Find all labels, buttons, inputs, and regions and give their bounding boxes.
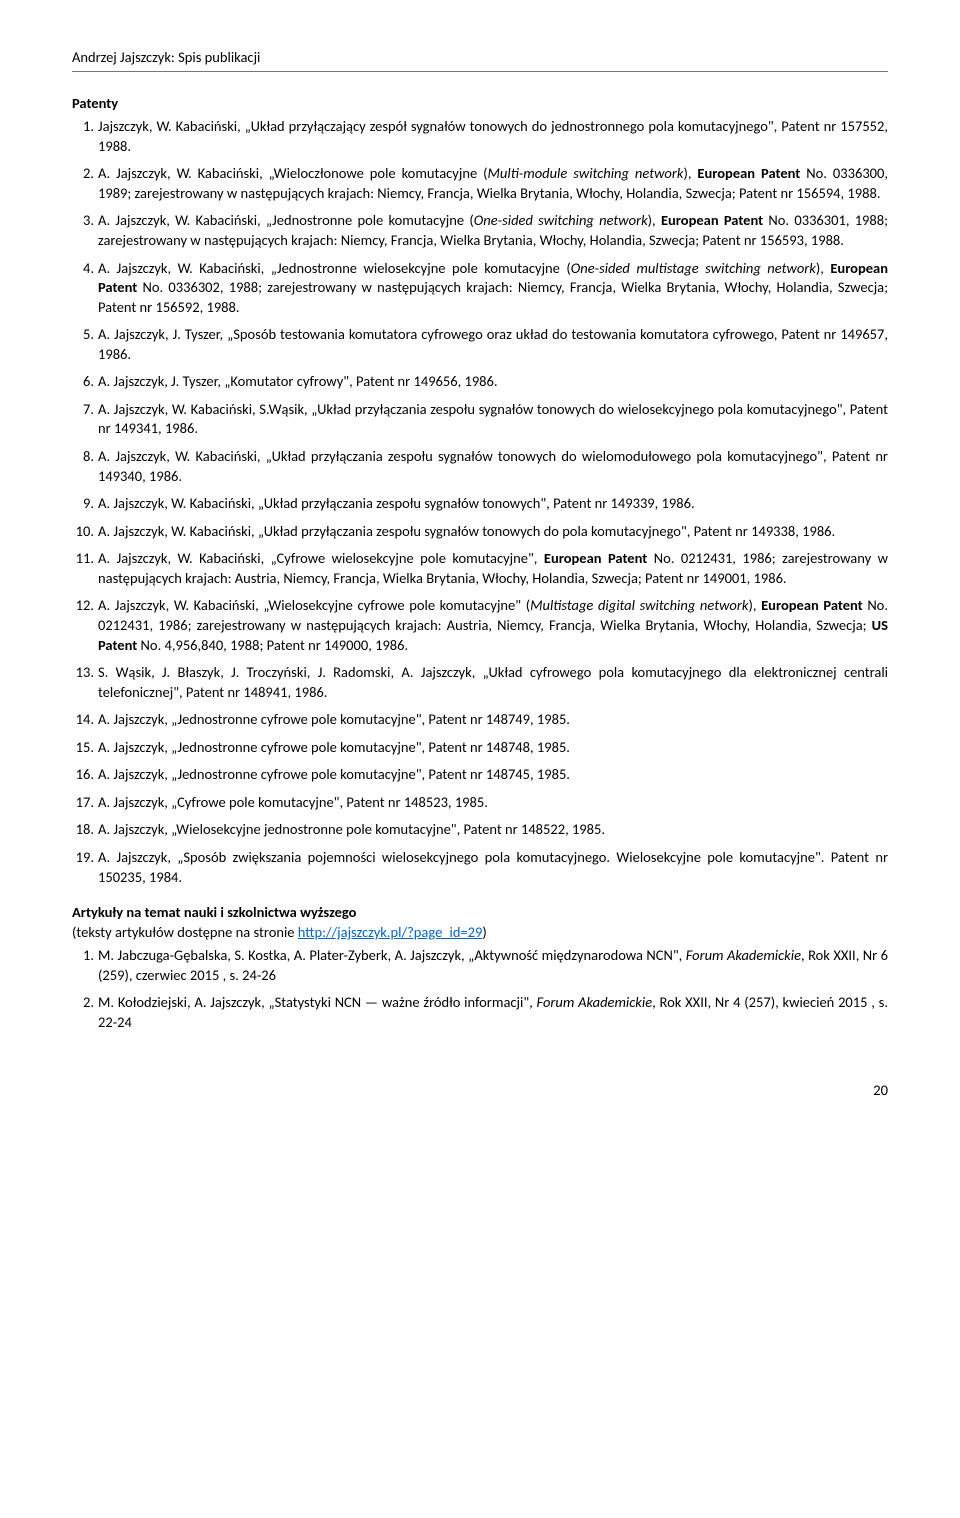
patent-item-text: A. Jajszczyk, „Sposób zwiększania pojemn… bbox=[98, 848, 888, 886]
header-rule bbox=[72, 71, 888, 72]
patent-item-number: 14. bbox=[72, 710, 94, 730]
articles-list: 1.M. Jabczuga-Gębalska, S. Kostka, A. Pl… bbox=[72, 946, 888, 1032]
patent-item: 19.A. Jajszczyk, „Sposób zwiększania poj… bbox=[72, 848, 888, 887]
patent-item-text: A. Jajszczyk, W. Kabaciński, „Układ przy… bbox=[98, 494, 695, 512]
patent-item-number: 15. bbox=[72, 738, 94, 758]
patents-list: 1.Jajszczyk, W. Kabaciński, „Układ przył… bbox=[72, 117, 888, 887]
patent-item-text: A. Jajszczyk, J. Tyszer, „Sposób testowa… bbox=[98, 325, 888, 363]
patent-item-text: A. Jajszczyk, W. Kabaciński, „Jednostron… bbox=[98, 259, 888, 316]
articles-link[interactable]: http://jajszczyk.pl/?page_id=29 bbox=[298, 923, 483, 941]
patent-item-number: 8. bbox=[72, 447, 94, 467]
patent-item: 1.Jajszczyk, W. Kabaciński, „Układ przył… bbox=[72, 117, 888, 156]
article-item: 1.M. Jabczuga-Gębalska, S. Kostka, A. Pl… bbox=[72, 946, 888, 985]
patent-item: 15.A. Jajszczyk, „Jednostronne cyfrowe p… bbox=[72, 738, 888, 758]
article-item-number: 1. bbox=[72, 946, 94, 966]
article-item-text: M. Kołodziejski, A. Jajszczyk, „Statysty… bbox=[98, 993, 888, 1031]
patent-item-text: A. Jajszczyk, W. Kabaciński, „Wielosekcy… bbox=[98, 596, 888, 653]
patent-item: 8.A. Jajszczyk, W. Kabaciński, „Układ pr… bbox=[72, 447, 888, 486]
patent-item-text: A. Jajszczyk, W. Kabaciński, „Wieloczłon… bbox=[98, 164, 888, 202]
page-header: Andrzej Jajszczyk: Spis publikacji bbox=[72, 48, 888, 68]
articles-note: (teksty artykułów dostępne na stronie ht… bbox=[72, 923, 888, 943]
article-item-text: M. Jabczuga-Gębalska, S. Kostka, A. Plat… bbox=[98, 946, 888, 984]
patent-item-text: A. Jajszczyk, W. Kabaciński, S.Wąsik, „U… bbox=[98, 400, 888, 438]
patent-item-text: A. Jajszczyk, „Wielosekcyjne jednostronn… bbox=[98, 820, 605, 838]
patent-item-number: 11. bbox=[72, 549, 94, 569]
patent-item-number: 6. bbox=[72, 372, 94, 392]
patent-item: 10.A. Jajszczyk, W. Kabaciński, „Układ p… bbox=[72, 522, 888, 542]
patent-item: 12.A. Jajszczyk, W. Kabaciński, „Wielose… bbox=[72, 596, 888, 655]
patent-item-text: A. Jajszczyk, W. Kabaciński, „Jednostron… bbox=[98, 211, 888, 249]
patent-item: 2.A. Jajszczyk, W. Kabaciński, „Wieloczł… bbox=[72, 164, 888, 203]
patent-item-text: A. Jajszczyk, „Cyfrowe pole komutacyjne"… bbox=[98, 793, 488, 811]
articles-note-suffix: ) bbox=[482, 923, 486, 941]
articles-note-prefix: (teksty artykułów dostępne na stronie bbox=[72, 923, 298, 941]
patent-item-number: 10. bbox=[72, 522, 94, 542]
patent-item: 6.A. Jajszczyk, J. Tyszer, „Komutator cy… bbox=[72, 372, 888, 392]
patent-item-number: 12. bbox=[72, 596, 94, 616]
patent-item-number: 13. bbox=[72, 663, 94, 683]
patent-item-number: 2. bbox=[72, 164, 94, 184]
patent-item-number: 5. bbox=[72, 325, 94, 345]
patent-item: 14.A. Jajszczyk, „Jednostronne cyfrowe p… bbox=[72, 710, 888, 730]
patent-item-number: 7. bbox=[72, 400, 94, 420]
section-title-articles: Artykuły na temat nauki i szkolnictwa wy… bbox=[72, 903, 888, 923]
patent-item-number: 19. bbox=[72, 848, 94, 868]
patent-item-text: Jajszczyk, W. Kabaciński, „Układ przyłąc… bbox=[98, 117, 888, 155]
patent-item-text: A. Jajszczyk, W. Kabaciński, „Układ przy… bbox=[98, 522, 835, 540]
patent-item-number: 4. bbox=[72, 259, 94, 279]
patent-item: 3.A. Jajszczyk, W. Kabaciński, „Jednostr… bbox=[72, 211, 888, 250]
patent-item-text: A. Jajszczyk, W. Kabaciński, „Cyfrowe wi… bbox=[98, 549, 888, 587]
section-title-patents: Patenty bbox=[72, 94, 888, 114]
patent-item-number: 9. bbox=[72, 494, 94, 514]
patent-item-text: A. Jajszczyk, „Jednostronne cyfrowe pole… bbox=[98, 710, 570, 728]
patent-item-text: A. Jajszczyk, „Jednostronne cyfrowe pole… bbox=[98, 738, 570, 756]
patent-item-text: S. Wąsik, J. Błaszyk, J. Troczyński, J. … bbox=[98, 663, 888, 701]
patent-item: 11.A. Jajszczyk, W. Kabaciński, „Cyfrowe… bbox=[72, 549, 888, 588]
article-item: 2.M. Kołodziejski, A. Jajszczyk, „Statys… bbox=[72, 993, 888, 1032]
patent-item-number: 18. bbox=[72, 820, 94, 840]
patent-item: 4.A. Jajszczyk, W. Kabaciński, „Jednostr… bbox=[72, 259, 888, 318]
patent-item: 18.A. Jajszczyk, „Wielosekcyjne jednostr… bbox=[72, 820, 888, 840]
patent-item: 17.A. Jajszczyk, „Cyfrowe pole komutacyj… bbox=[72, 793, 888, 813]
patent-item-number: 1. bbox=[72, 117, 94, 137]
patent-item-number: 16. bbox=[72, 765, 94, 785]
patent-item-text: A. Jajszczyk, J. Tyszer, „Komutator cyfr… bbox=[98, 372, 498, 390]
patent-item-text: A. Jajszczyk, W. Kabaciński, „Układ przy… bbox=[98, 447, 888, 485]
patent-item-number: 17. bbox=[72, 793, 94, 813]
patent-item: 13.S. Wąsik, J. Błaszyk, J. Troczyński, … bbox=[72, 663, 888, 702]
page-number: 20 bbox=[72, 1081, 888, 1101]
patent-item: 7.A. Jajszczyk, W. Kabaciński, S.Wąsik, … bbox=[72, 400, 888, 439]
article-item-number: 2. bbox=[72, 993, 94, 1013]
patent-item-text: A. Jajszczyk, „Jednostronne cyfrowe pole… bbox=[98, 765, 570, 783]
patent-item-number: 3. bbox=[72, 211, 94, 231]
patent-item: 16.A. Jajszczyk, „Jednostronne cyfrowe p… bbox=[72, 765, 888, 785]
patent-item: 9.A. Jajszczyk, W. Kabaciński, „Układ pr… bbox=[72, 494, 888, 514]
patent-item: 5.A. Jajszczyk, J. Tyszer, „Sposób testo… bbox=[72, 325, 888, 364]
